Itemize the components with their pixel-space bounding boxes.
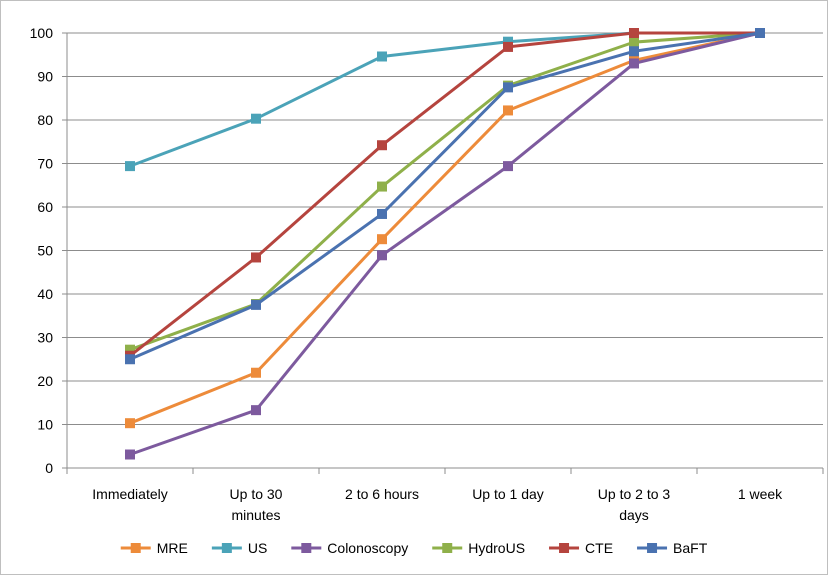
y-tick-label: 40 xyxy=(37,286,53,302)
data-point xyxy=(125,161,135,172)
legend-label: US xyxy=(248,540,267,556)
data-point xyxy=(629,37,639,48)
series-mre xyxy=(125,28,765,429)
data-point xyxy=(125,449,135,460)
legend-swatch-marker xyxy=(221,543,232,553)
x-tick-label: 2 to 6 hours xyxy=(345,486,419,502)
y-tick-label: 30 xyxy=(37,330,53,346)
legend-swatch-marker xyxy=(130,543,141,553)
x-axis-ticks: Immediately Up to 30 minutes 2 to 6 hours Up… xyxy=(92,486,783,523)
series-line xyxy=(129,31,760,357)
legend-item: Colonoscopy xyxy=(291,540,408,556)
data-point xyxy=(251,113,261,124)
x-tick-label-line: Up to 2 to 3 xyxy=(598,486,671,502)
data-point xyxy=(251,367,261,378)
legend-item: MRE xyxy=(120,540,188,556)
legend-swatch-marker xyxy=(559,543,570,553)
data-point xyxy=(377,51,387,62)
data-point xyxy=(125,354,135,365)
data-point xyxy=(125,344,135,355)
legend-item: US xyxy=(211,540,267,556)
data-point xyxy=(629,58,639,69)
y-tick-label: 60 xyxy=(37,199,53,215)
y-tick-label: 20 xyxy=(37,373,53,389)
series-colonoscopy xyxy=(125,28,765,460)
x-tick-label-line: 1 week xyxy=(738,486,783,502)
legend-item: HydroUS xyxy=(432,540,525,556)
x-tick-label-line: Immediately xyxy=(92,486,167,502)
x-tick-label: Immediately xyxy=(92,486,167,502)
data-point xyxy=(755,28,765,38)
data-point xyxy=(629,46,639,57)
data-point xyxy=(251,299,261,310)
data-point xyxy=(503,36,513,47)
data-point xyxy=(503,82,513,93)
series-cte xyxy=(125,28,765,361)
data-point xyxy=(377,250,387,261)
x-tick-label-line: Up to 1 day xyxy=(472,486,544,502)
y-tick-label: 90 xyxy=(37,69,53,85)
data-point xyxy=(377,208,387,219)
data-point xyxy=(503,161,513,172)
legend-label: Colonoscopy xyxy=(327,540,408,556)
x-tick-label-line: days xyxy=(619,507,649,523)
axes xyxy=(62,32,824,474)
data-point xyxy=(629,28,639,38)
legend-label: HydroUS xyxy=(468,540,525,556)
grid-lines xyxy=(67,32,823,425)
x-tick-label: Up to 1 day xyxy=(472,486,544,502)
y-tick-label: 70 xyxy=(37,156,53,172)
legend-swatch-marker xyxy=(442,543,453,553)
data-point xyxy=(251,252,261,263)
legend-label: CTE xyxy=(585,540,613,556)
y-tick-label: 10 xyxy=(37,417,53,433)
x-tick-label-line: minutes xyxy=(231,507,280,523)
data-point xyxy=(377,140,387,151)
x-tick-label: 1 week xyxy=(738,486,783,502)
legend-label: MRE xyxy=(157,540,188,556)
legend-swatch-marker xyxy=(647,543,658,553)
series-line xyxy=(129,31,761,352)
series-baft xyxy=(125,28,765,365)
x-tick-label: Up to 30 minutes xyxy=(230,486,283,523)
series-lines xyxy=(125,28,765,460)
data-point xyxy=(503,41,513,52)
legend-item: CTE xyxy=(549,540,613,556)
y-tick-label: 100 xyxy=(30,25,54,41)
legend-label: BaFT xyxy=(673,540,708,556)
series-line xyxy=(129,31,761,456)
legend-item: BaFT xyxy=(637,540,708,556)
y-tick-label: 50 xyxy=(37,243,53,259)
y-axis-ticks: 0 10 20 30 40 50 60 70 80 90 100 xyxy=(30,25,54,476)
data-point xyxy=(377,234,387,245)
data-point xyxy=(251,405,261,416)
data-point xyxy=(377,181,387,192)
data-point xyxy=(503,105,513,116)
legend-swatch-marker xyxy=(301,543,312,553)
x-tick-label: Up to 2 to 3 days xyxy=(598,486,671,523)
series-hydrous xyxy=(125,28,765,355)
y-tick-label: 0 xyxy=(45,460,53,476)
series-line xyxy=(129,31,761,361)
x-tick-label-line: Up to 30 xyxy=(230,486,283,502)
series-line xyxy=(129,31,761,425)
data-point xyxy=(125,418,135,429)
legend: MRE US Colonoscopy HydroUS CTE BaFT xyxy=(120,540,708,556)
x-tick-label-line: 2 to 6 hours xyxy=(345,486,419,502)
y-tick-label: 80 xyxy=(37,112,53,128)
